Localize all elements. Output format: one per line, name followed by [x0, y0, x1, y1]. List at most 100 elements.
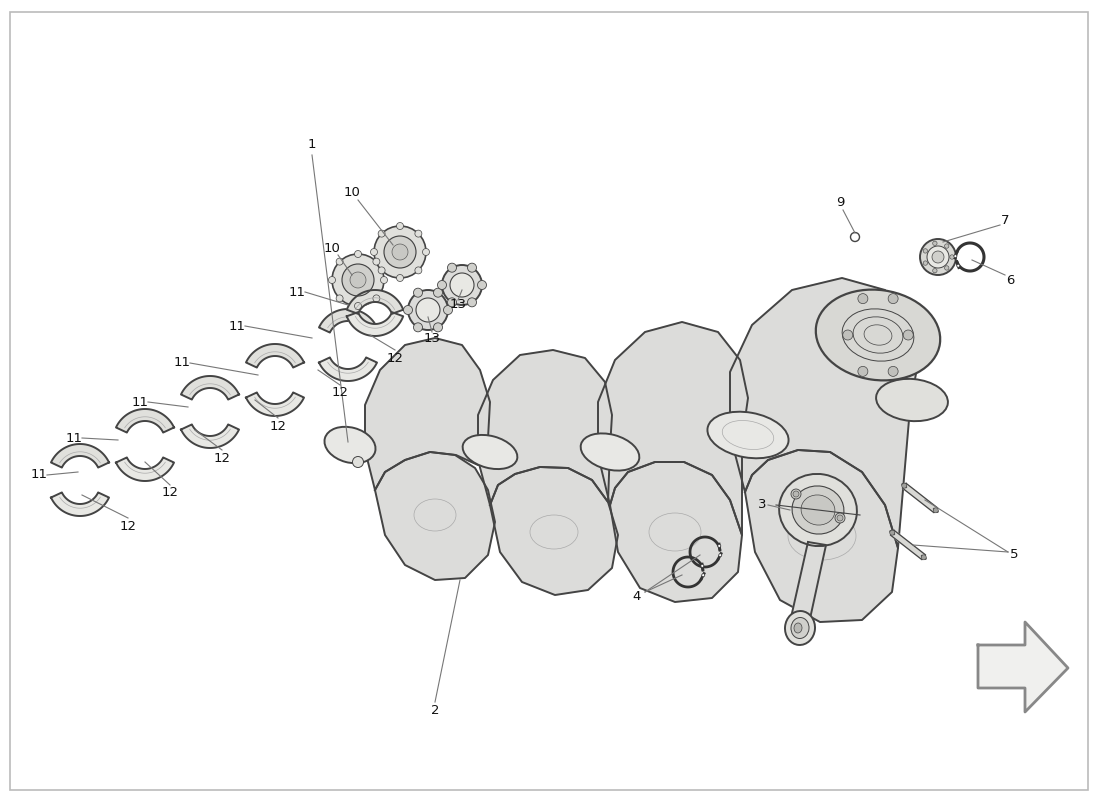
Circle shape — [949, 254, 954, 259]
Polygon shape — [490, 467, 618, 595]
Text: 11: 11 — [174, 357, 190, 370]
Ellipse shape — [792, 486, 844, 534]
Polygon shape — [978, 622, 1068, 712]
Circle shape — [352, 457, 363, 467]
Circle shape — [837, 515, 843, 521]
Circle shape — [329, 277, 336, 283]
Text: 12: 12 — [386, 351, 404, 365]
Text: 12: 12 — [162, 486, 178, 499]
Polygon shape — [51, 444, 109, 467]
Circle shape — [791, 489, 801, 499]
Circle shape — [477, 281, 486, 290]
Polygon shape — [902, 483, 937, 513]
Circle shape — [793, 491, 799, 497]
Ellipse shape — [922, 555, 926, 559]
Text: 13: 13 — [450, 298, 466, 311]
Circle shape — [342, 264, 374, 296]
Text: 12: 12 — [120, 519, 136, 533]
Circle shape — [443, 306, 452, 314]
Polygon shape — [745, 450, 898, 622]
Ellipse shape — [324, 427, 375, 463]
Circle shape — [374, 226, 426, 278]
Polygon shape — [319, 358, 377, 381]
Text: 4: 4 — [632, 590, 641, 602]
Circle shape — [933, 269, 937, 273]
Circle shape — [858, 366, 868, 376]
Ellipse shape — [779, 474, 857, 546]
Text: 11: 11 — [66, 431, 82, 445]
Circle shape — [350, 272, 366, 288]
Polygon shape — [730, 278, 918, 548]
Text: 12: 12 — [331, 386, 349, 399]
Circle shape — [718, 554, 722, 557]
Text: 11: 11 — [229, 319, 245, 333]
Polygon shape — [116, 409, 174, 433]
Circle shape — [438, 281, 447, 290]
Circle shape — [392, 244, 408, 260]
Circle shape — [396, 274, 404, 282]
Ellipse shape — [890, 530, 894, 535]
Polygon shape — [51, 493, 109, 516]
Polygon shape — [790, 542, 826, 628]
Circle shape — [701, 564, 704, 567]
Circle shape — [933, 241, 937, 246]
Circle shape — [433, 288, 442, 297]
Circle shape — [373, 295, 380, 302]
Polygon shape — [610, 462, 742, 602]
Ellipse shape — [794, 623, 802, 633]
Polygon shape — [346, 312, 404, 336]
Ellipse shape — [816, 290, 940, 381]
Text: 12: 12 — [213, 451, 231, 465]
Ellipse shape — [785, 611, 815, 645]
Circle shape — [468, 298, 476, 307]
Text: 3: 3 — [758, 498, 767, 511]
Circle shape — [442, 265, 482, 305]
Circle shape — [468, 263, 476, 272]
Circle shape — [416, 298, 440, 322]
Text: 11: 11 — [132, 395, 148, 409]
Circle shape — [923, 261, 927, 266]
Ellipse shape — [791, 618, 808, 638]
Circle shape — [957, 264, 960, 267]
Circle shape — [378, 267, 385, 274]
Circle shape — [337, 295, 343, 302]
Circle shape — [932, 251, 944, 263]
Circle shape — [408, 290, 448, 330]
Circle shape — [384, 236, 416, 268]
Circle shape — [923, 249, 927, 253]
Circle shape — [433, 323, 442, 332]
Ellipse shape — [707, 412, 789, 458]
Circle shape — [903, 330, 913, 340]
Polygon shape — [346, 290, 404, 314]
Polygon shape — [182, 425, 239, 448]
Circle shape — [933, 508, 938, 513]
Circle shape — [354, 302, 362, 310]
Ellipse shape — [876, 379, 948, 421]
Circle shape — [354, 250, 362, 258]
Circle shape — [835, 513, 845, 523]
Polygon shape — [478, 350, 612, 505]
Circle shape — [890, 530, 894, 535]
Text: 10: 10 — [323, 242, 340, 254]
Circle shape — [922, 555, 926, 560]
Circle shape — [422, 249, 429, 255]
Circle shape — [332, 254, 384, 306]
Polygon shape — [116, 458, 174, 481]
Circle shape — [718, 544, 721, 547]
Circle shape — [920, 239, 956, 275]
Circle shape — [850, 233, 859, 242]
Circle shape — [888, 294, 898, 304]
Ellipse shape — [801, 495, 835, 525]
Ellipse shape — [463, 435, 517, 469]
Circle shape — [415, 267, 422, 274]
Circle shape — [450, 273, 474, 297]
Text: 9: 9 — [836, 197, 844, 210]
Circle shape — [381, 277, 387, 283]
Polygon shape — [375, 452, 495, 580]
Circle shape — [373, 258, 380, 265]
Text: 11: 11 — [288, 286, 306, 298]
Text: 13: 13 — [424, 331, 440, 345]
Circle shape — [414, 323, 422, 332]
Circle shape — [337, 258, 343, 265]
Circle shape — [945, 266, 949, 270]
